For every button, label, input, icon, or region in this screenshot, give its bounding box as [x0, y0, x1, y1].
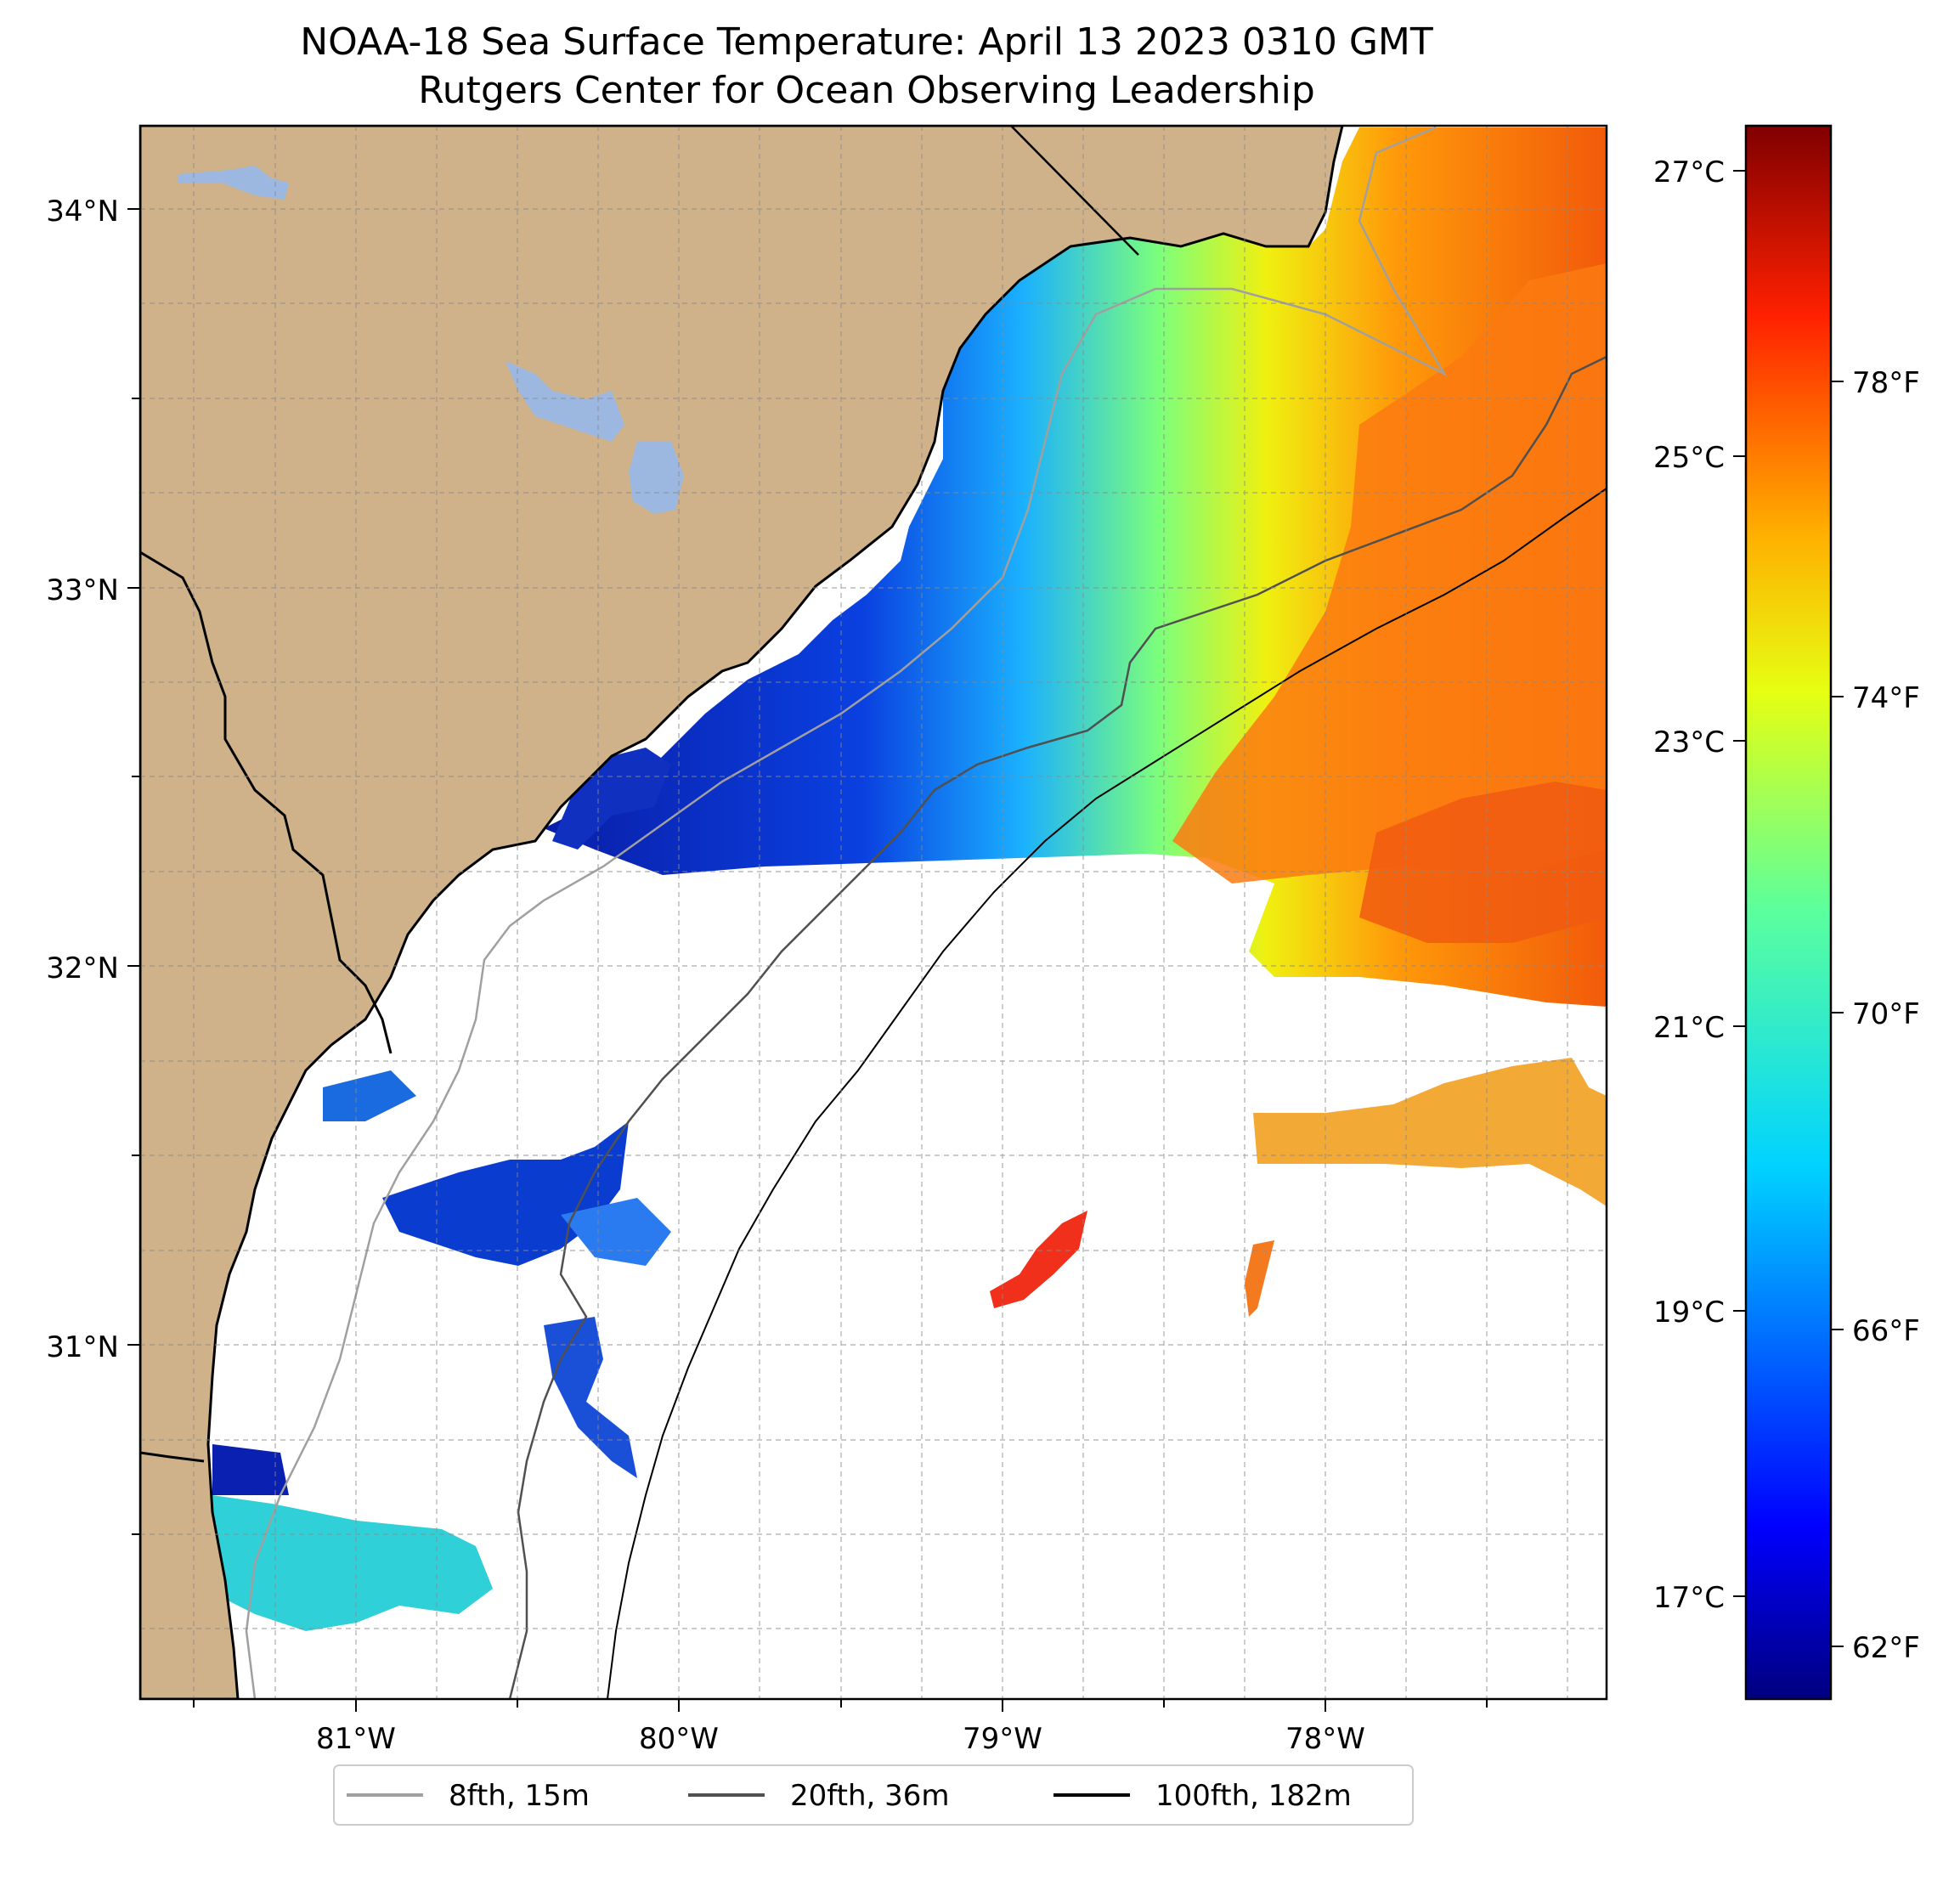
contour-8fth [245, 126, 1448, 1699]
sst-cold-patch-2 [323, 1070, 416, 1121]
lat-label-33: 33°N [46, 573, 119, 607]
cbar-c-17: 17°C [1653, 1581, 1725, 1615]
sst-northern-coastal-edge [552, 748, 671, 850]
cbar-c-25: 25°C [1653, 441, 1725, 475]
legend-label-100fth: 100fth, 182m [1155, 1779, 1352, 1813]
sst-band-south-east [1253, 1058, 1607, 1206]
legend-label-8fth: 8fth, 15m [449, 1779, 590, 1813]
cbar-c-27: 27°C [1653, 155, 1725, 189]
map-panel [140, 126, 1607, 1699]
cbar-c-21: 21°C [1653, 1011, 1725, 1045]
lat-label-31: 31°N [46, 1330, 119, 1364]
cbar-f-62: 62°F [1852, 1631, 1920, 1665]
sst-patch-red [990, 1211, 1087, 1308]
sst-warm-band [1172, 263, 1607, 884]
colorbar-gradient [1744, 124, 1833, 1701]
state-border-nc-sc [1010, 126, 1139, 256]
sst-deep-orange-eddy [1359, 782, 1607, 943]
sst-patch-orange [1245, 1240, 1274, 1317]
lake-nw [178, 166, 289, 200]
lon-label-81: 81°W [316, 1722, 396, 1756]
map-gridlines [140, 126, 1607, 1699]
cbar-f-78: 78°F [1852, 366, 1920, 400]
sst-mixed-patch-south [212, 1495, 493, 1631]
contour-legend: 8fth, 15m 20fth, 36m 100fth, 182m [333, 1764, 1414, 1826]
lat-label-34: 34°N [46, 195, 119, 229]
contour-20fth [508, 355, 1607, 1699]
lon-label-78: 78°W [1285, 1722, 1365, 1756]
cbar-f-74: 74°F [1852, 681, 1920, 715]
lon-axis: 81°W 80°W 79°W 78°W [193, 1699, 1488, 1756]
cbar-c-23: 23°C [1653, 725, 1725, 759]
state-border-ga-fl [140, 1451, 205, 1463]
lake-marion [506, 361, 624, 442]
cbar-f-66: 66°F [1852, 1314, 1920, 1348]
land-mass [140, 126, 1344, 1699]
lat-label-32: 32°N [46, 951, 119, 985]
map-frame [138, 124, 1608, 1701]
cbar-c-19: 19°C [1653, 1296, 1725, 1330]
cbar-f-70: 70°F [1852, 997, 1920, 1031]
sst-cold-patch-4 [544, 1317, 637, 1478]
sst-cold-patch-3 [561, 1198, 671, 1266]
lon-label-80: 80°W [639, 1722, 719, 1756]
title-line-1: NOAA-18 Sea Surface Temperature: April 1… [300, 20, 1433, 64]
title-line-2: Rutgers Center for Ocean Observing Leade… [418, 69, 1315, 112]
legend-label-20fth: 20fth, 36m [790, 1779, 950, 1813]
lat-axis: 34°N 33°N 32°N 31°N [46, 195, 140, 1535]
lake-moultrie [629, 442, 684, 514]
colorbar: 27°C 25°C 23°C 21°C 19°C 17°C 78°F 74°F … [1653, 124, 1920, 1701]
sst-coastal-cold [212, 1444, 289, 1495]
state-border-sc-ga [140, 550, 393, 1054]
lon-label-79: 79°W [963, 1722, 1042, 1756]
